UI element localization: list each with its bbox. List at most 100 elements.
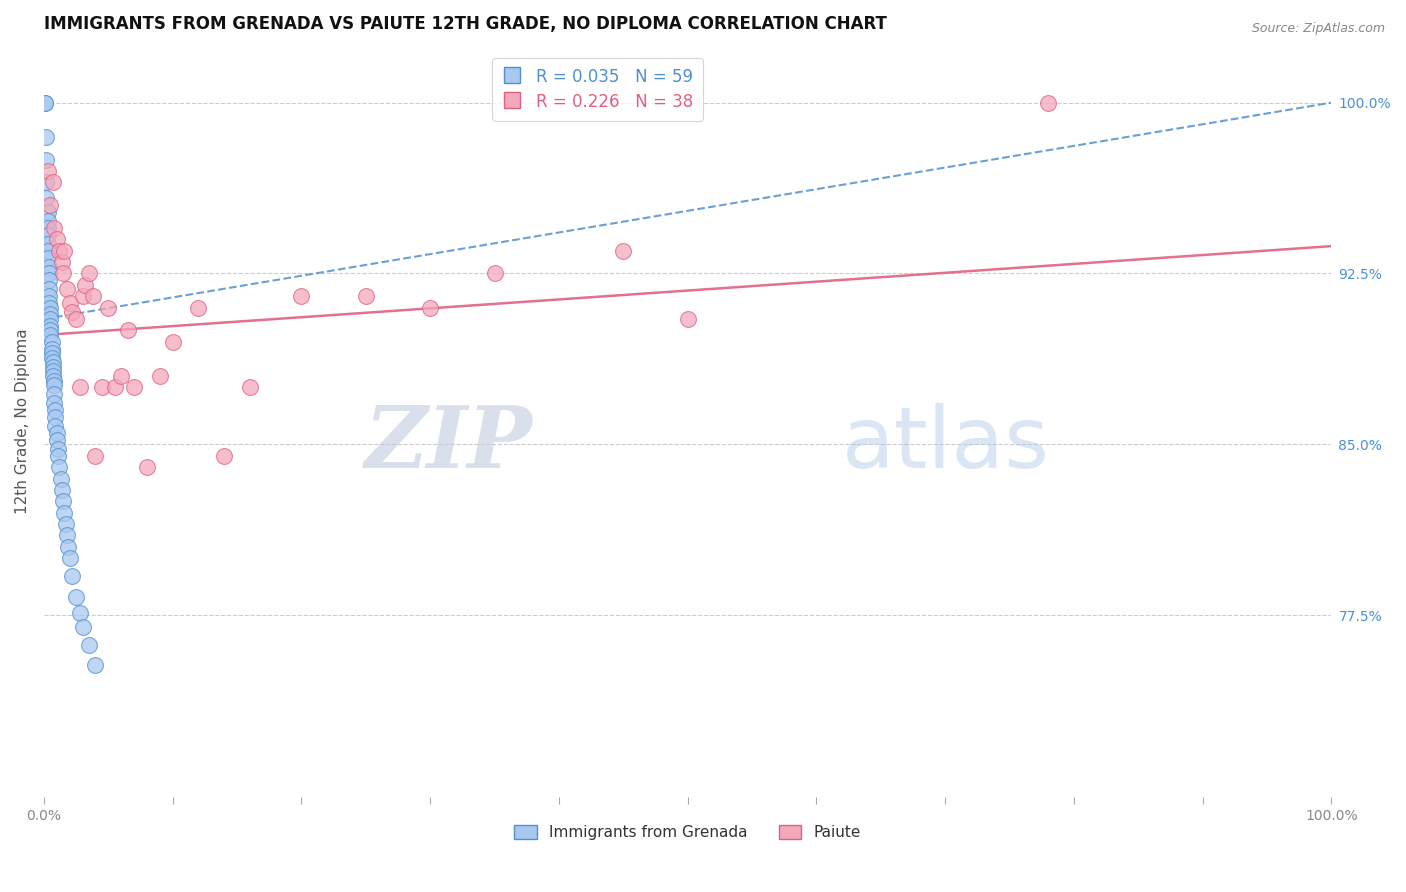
Point (39, 301, 62, 315)
Point (52, 494, 75, 508)
Point (41, 342, 63, 356)
Point (72, 619, 94, 633)
Point (75, 277, 97, 292)
Point (59, 551, 82, 566)
Point (39, 198, 62, 212)
Legend: Immigrants from Grenada, Paiute: Immigrants from Grenada, Paiute (508, 819, 868, 847)
Point (65, 312, 87, 326)
Point (37, 214, 59, 228)
Point (35, 129, 58, 144)
Point (42, 359, 65, 374)
Point (44, 378, 66, 392)
Point (34, 95, 56, 110)
Point (37, 164, 59, 178)
Point (56, 282, 79, 296)
Point (69, 606, 91, 620)
Point (39, 318, 62, 333)
Point (56, 528, 79, 542)
Point (37, 251, 59, 265)
Point (55, 517, 77, 532)
Point (37, 221, 59, 235)
Point (46, 449, 69, 463)
Point (39, 312, 62, 326)
Text: Source: ZipAtlas.com: Source: ZipAtlas.com (1251, 22, 1385, 36)
Point (84, 449, 107, 463)
Point (38, 282, 60, 296)
Point (59, 296, 82, 310)
Point (45, 425, 67, 440)
Point (82, 289, 104, 303)
Point (354, 289, 377, 303)
Point (46, 442, 69, 456)
Point (612, 244, 634, 258)
Point (149, 369, 172, 384)
Point (38, 260, 60, 274)
Point (52, 267, 75, 281)
Point (44, 419, 66, 434)
Point (37, 236, 59, 251)
Point (44, 374, 66, 388)
Point (35, 175, 58, 189)
Point (53, 244, 76, 258)
Point (41, 351, 63, 365)
Point (49, 471, 72, 485)
Point (53, 506, 76, 520)
Text: IMMIGRANTS FROM GRENADA VS PAIUTE 12TH GRADE, NO DIPLOMA CORRELATION CHART: IMMIGRANTS FROM GRENADA VS PAIUTE 12TH G… (44, 15, 887, 33)
Point (48, 244, 70, 258)
Point (37, 205, 59, 219)
Point (212, 449, 235, 463)
Point (44, 403, 66, 417)
Point (77, 267, 100, 281)
Point (676, 312, 699, 326)
Point (162, 334, 184, 349)
Point (60, 305, 83, 319)
Point (35, 153, 58, 167)
Point (37, 244, 59, 258)
Point (117, 323, 139, 337)
Point (39, 308, 62, 322)
Text: ZIP: ZIP (366, 402, 533, 486)
Point (69, 380, 91, 394)
Point (65, 590, 87, 604)
Point (110, 369, 132, 384)
Point (77, 638, 100, 652)
Point (42, 369, 65, 384)
Point (38, 273, 60, 287)
Text: atlas: atlas (842, 402, 1050, 485)
Point (84, 658, 107, 673)
Point (45, 433, 67, 447)
Point (239, 380, 262, 394)
Point (51, 255, 73, 269)
Point (38, 267, 60, 281)
Point (45, 232, 67, 246)
Point (39, 328, 62, 343)
Point (187, 301, 209, 315)
Y-axis label: 12th Grade, No Diploma: 12th Grade, No Diploma (15, 329, 30, 515)
Point (290, 289, 312, 303)
Point (37, 227, 59, 242)
Point (44, 396, 66, 410)
Point (60, 569, 83, 583)
Point (39, 323, 62, 337)
Point (41, 346, 63, 360)
Point (34, 95, 56, 110)
Point (58, 540, 80, 554)
Point (1036, 95, 1059, 110)
Point (38, 296, 60, 310)
Point (97, 301, 120, 315)
Point (35, 191, 58, 205)
Point (51, 483, 73, 497)
Point (44, 221, 66, 235)
Point (135, 460, 157, 475)
Point (42, 175, 65, 189)
Point (419, 301, 441, 315)
Point (484, 267, 506, 281)
Point (42, 364, 65, 378)
Point (44, 409, 66, 424)
Point (44, 387, 66, 401)
Point (72, 289, 94, 303)
Point (90, 380, 112, 394)
Point (104, 380, 127, 394)
Point (48, 460, 70, 475)
Point (122, 380, 145, 394)
